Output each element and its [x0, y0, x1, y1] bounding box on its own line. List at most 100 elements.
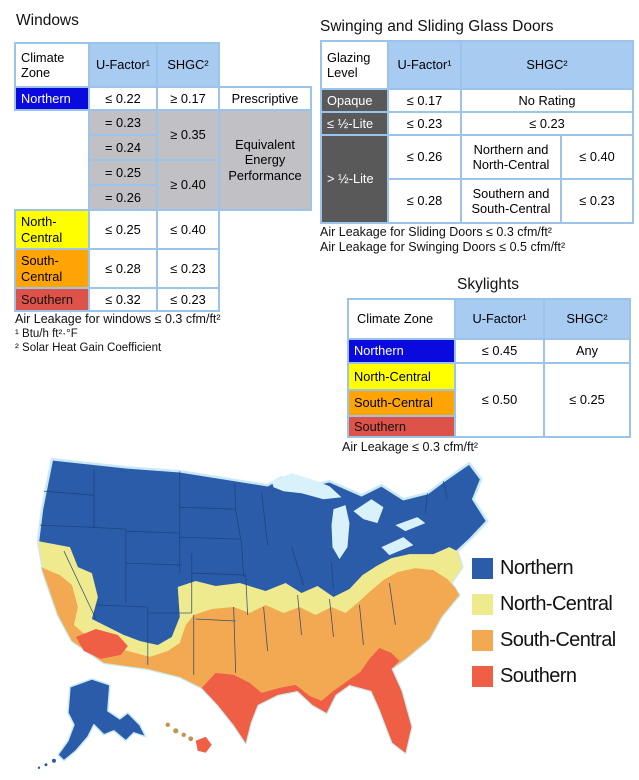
doors-over-half-shgc-2: ≤ 0.23: [559, 178, 635, 224]
windows-equiv-shgc-2: ≥ 0.40: [156, 159, 220, 211]
map-zone-south-central: [40, 567, 460, 753]
map-zone-southern-arizona-patch: [75, 628, 128, 659]
lake-superior: [271, 473, 342, 500]
doors-half-lite-shgc: ≤ 0.23: [459, 111, 635, 136]
skylights-northern-shgc: Any: [543, 338, 631, 364]
lake-ontario: [395, 517, 426, 532]
lake-huron: [353, 499, 384, 524]
windows-zone-northern: Northern: [14, 86, 90, 111]
legend-item: South-Central: [472, 629, 616, 651]
skylights-header-shgc: SHGC²: [543, 298, 631, 340]
legend-swatch: [472, 593, 493, 615]
windows-zone-north-central: North-Central: [14, 209, 90, 250]
hawaii-island: [165, 722, 170, 728]
legend-swatch: [472, 629, 493, 651]
doors-header-glazing-level: Glazing Level: [320, 40, 389, 90]
legend-label: North-Central: [500, 592, 613, 615]
skylights-zone-south-central: South-Central: [347, 389, 456, 417]
windows-blank-cell: [219, 210, 311, 249]
doors-opaque-shgc: No Rating: [459, 88, 635, 113]
doors-half-lite-u: ≤ 0.23: [387, 111, 462, 136]
doors-footnotes: Air Leakage for Sliding Doors ≤ 0.3 cfm/…: [320, 225, 565, 256]
skylights-merged-shgc: ≤ 0.25: [543, 362, 631, 438]
windows-blank-cell: [15, 135, 89, 160]
windows-southern-u: ≤ 0.32: [88, 287, 158, 312]
windows-zone-south-central: South-Central: [14, 248, 90, 289]
hawaii-island: [181, 732, 186, 737]
legend-item: North-Central: [472, 593, 616, 615]
legend-item: Southern: [472, 665, 616, 687]
us-map-svg: [36, 458, 489, 769]
hawaii: [165, 722, 212, 753]
legend-swatch: [472, 557, 493, 579]
skylights-air-leakage-note: Air Leakage ≤ 0.3 cfm/ft²: [342, 440, 479, 454]
windows-north-central-shgc: ≤ 0.40: [156, 209, 220, 250]
skylights-zone-northern: Northern: [347, 338, 456, 364]
windows-south-central-u: ≤ 0.28: [88, 248, 158, 289]
windows-blank-cell: [219, 288, 311, 311]
skylights-zone-north-central: North-Central: [347, 362, 456, 391]
windows-equiv-u-2: = 0.24: [88, 134, 158, 161]
doors-swinging-air-leakage-note: Air Leakage for Swinging Doors ≤ 0.5 cfm…: [320, 240, 566, 255]
great-lakes: [271, 473, 426, 560]
windows-table: Climate Zone U-Factor¹ SHGC² Northern ≤ …: [14, 42, 312, 312]
skylights-table: Climate Zone U-Factor¹ SHGC² Northern ≤ …: [347, 298, 631, 438]
doors-row-over-half-lite: > ½-Lite: [320, 134, 389, 224]
doors-over-half-u-2: ≤ 0.28: [387, 178, 462, 224]
doors-over-half-shgc-1: ≤ 0.40: [559, 134, 635, 180]
windows-equiv-u-1: = 0.23: [88, 109, 158, 136]
map-zone-southern: [201, 647, 412, 753]
legend-swatch: [472, 665, 493, 687]
windows-southern-shgc: ≤ 0.23: [156, 287, 220, 312]
alaska-landmass: [57, 678, 147, 762]
windows-equiv-shgc-1: ≥ 0.35: [156, 109, 220, 161]
windows-blank-cell: [15, 110, 89, 135]
windows-northern-shgc: ≥ 0.17: [156, 86, 220, 111]
doors-header-u-factor: U-Factor¹: [387, 40, 462, 90]
windows-footnote-1: ¹ Btu/h ft²·°F: [15, 328, 78, 341]
alaska: [37, 678, 147, 769]
windows-footnotes: Air Leakage for windows ≤ 0.3 cfm/ft² ¹ …: [15, 312, 221, 355]
windows-northern-note: Prescriptive: [218, 86, 312, 111]
windows-header-shgc: SHGC²: [156, 42, 220, 88]
windows-header-u-factor: U-Factor¹: [88, 42, 158, 88]
doors-over-half-zones-2: Southern and South-Central: [460, 178, 562, 224]
skylights-title: Skylights: [456, 276, 520, 293]
doors-opaque-u: ≤ 0.17: [387, 88, 462, 113]
legend-label: South-Central: [500, 628, 616, 651]
doors-row-half-lite: ≤ ½-Lite: [320, 111, 389, 136]
legend-item: Northern: [472, 557, 616, 579]
windows-air-leakage-note: Air Leakage for windows ≤ 0.3 cfm/ft²: [15, 312, 221, 326]
map-legend: Northern North-Central South-Central Southe…: [472, 557, 616, 701]
skylights-header-climate-zone: Climate Zone: [347, 298, 456, 340]
legend-label: Northern: [500, 556, 574, 579]
windows-equiv-u-3: = 0.25: [88, 159, 158, 186]
windows-header-climate-zone: Climate Zone: [14, 42, 90, 88]
aleutian-island: [51, 758, 56, 763]
windows-header-spacer: [219, 43, 311, 87]
windows-title: Windows: [16, 12, 79, 29]
windows-equiv-u-4: = 0.26: [88, 184, 158, 211]
legend-label: Southern: [500, 664, 577, 687]
doors-title: Swinging and Sliding Glass Doors: [320, 18, 554, 35]
skylights-zone-southern: Southern: [347, 415, 456, 438]
hawaii-island: [173, 728, 179, 734]
windows-zone-southern: Southern: [14, 287, 90, 312]
doors-over-half-zones-1: Northern and North-Central: [460, 134, 562, 180]
doors-header-shgc: SHGC²: [459, 40, 635, 90]
lake-michigan: [331, 505, 350, 560]
doors-sliding-air-leakage-note: Air Leakage for Sliding Doors ≤ 0.3 cfm/…: [320, 225, 552, 239]
skylights-northern-u: ≤ 0.45: [454, 338, 545, 364]
aleutian-island: [37, 766, 41, 769]
hawaii-big-island: [195, 736, 212, 753]
us-climate-zone-map: Northern North-Central South-Central Southe…: [30, 455, 639, 775]
hawaii-island: [188, 736, 194, 742]
skylights-merged-u: ≤ 0.50: [454, 362, 545, 438]
windows-equiv-note: Equivalent Energy Performance: [218, 109, 312, 211]
doors-table: Glazing Level U-Factor¹ SHGC² Opaque ≤ 0…: [320, 40, 635, 224]
state-borders: [39, 469, 448, 675]
aleutian-island: [44, 763, 48, 767]
windows-northern-u: ≤ 0.22: [88, 86, 158, 111]
windows-north-central-u: ≤ 0.25: [88, 209, 158, 250]
